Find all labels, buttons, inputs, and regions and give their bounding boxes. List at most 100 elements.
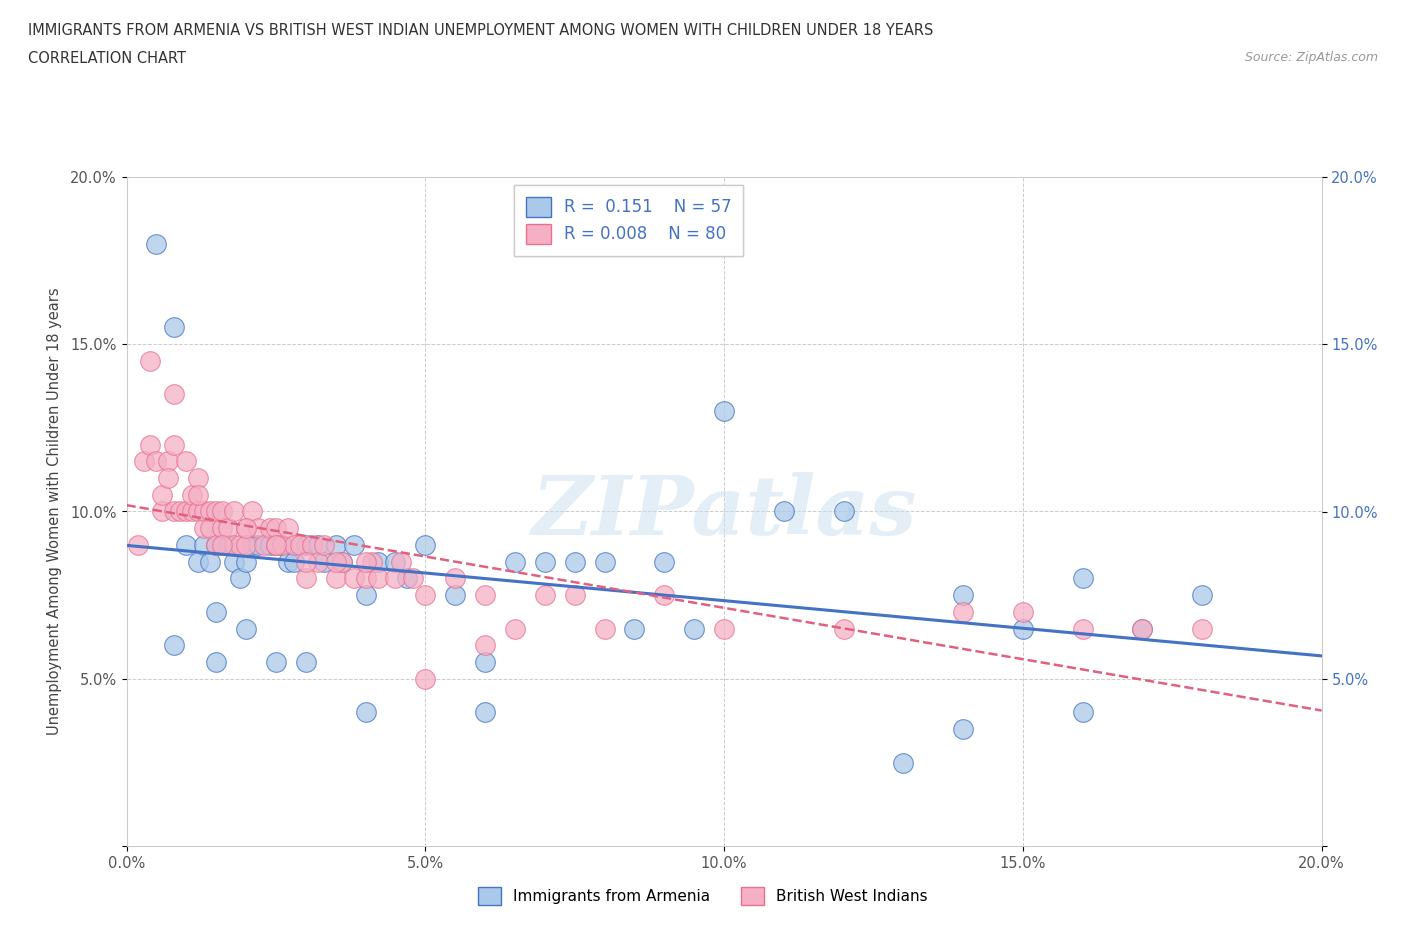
Point	[474, 655, 496, 670]
Point	[264, 538, 287, 552]
Point	[294, 554, 316, 569]
Point	[134, 454, 156, 469]
Point	[343, 538, 366, 552]
Point	[1011, 621, 1033, 636]
Point	[564, 554, 586, 569]
Point	[1191, 621, 1213, 636]
Point	[330, 554, 353, 569]
Point	[343, 571, 366, 586]
Legend: R =  0.151    N = 57, R = 0.008    N = 80: R = 0.151 N = 57, R = 0.008 N = 80	[513, 185, 744, 256]
Point	[652, 554, 675, 569]
Point	[240, 538, 263, 552]
Point	[683, 621, 706, 636]
Point	[952, 588, 974, 603]
Point	[1130, 621, 1153, 636]
Point	[217, 521, 239, 536]
Point	[325, 571, 347, 586]
Point	[384, 554, 406, 569]
Text: CORRELATION CHART: CORRELATION CHART	[28, 51, 186, 66]
Point	[384, 571, 406, 586]
Point	[354, 705, 377, 720]
Point	[354, 571, 377, 586]
Point	[247, 521, 270, 536]
Point	[235, 554, 257, 569]
Point	[139, 353, 162, 368]
Point	[415, 671, 437, 686]
Point	[205, 655, 228, 670]
Point	[952, 604, 974, 619]
Point	[163, 638, 186, 653]
Point	[163, 387, 186, 402]
Point	[229, 571, 252, 586]
Point	[193, 538, 215, 552]
Point	[325, 538, 347, 552]
Y-axis label: Unemployment Among Women with Children Under 18 years: Unemployment Among Women with Children U…	[46, 287, 62, 736]
Point	[415, 538, 437, 552]
Point	[283, 538, 305, 552]
Text: IMMIGRANTS FROM ARMENIA VS BRITISH WEST INDIAN UNEMPLOYMENT AMONG WOMEN WITH CHI: IMMIGRANTS FROM ARMENIA VS BRITISH WEST …	[28, 23, 934, 38]
Point	[181, 504, 204, 519]
Point	[139, 437, 162, 452]
Point	[294, 655, 316, 670]
Point	[354, 554, 377, 569]
Point	[593, 621, 616, 636]
Text: Source: ZipAtlas.com: Source: ZipAtlas.com	[1244, 51, 1378, 64]
Point	[1191, 588, 1213, 603]
Point	[174, 538, 197, 552]
Point	[277, 554, 299, 569]
Text: ZIPatlas: ZIPatlas	[531, 472, 917, 551]
Point	[264, 538, 287, 552]
Point	[174, 504, 197, 519]
Point	[270, 538, 294, 552]
Point	[444, 571, 467, 586]
Point	[294, 571, 316, 586]
Point	[713, 404, 735, 418]
Point	[193, 504, 215, 519]
Point	[952, 722, 974, 737]
Point	[1011, 604, 1033, 619]
Point	[222, 538, 246, 552]
Point	[360, 554, 382, 569]
Point	[277, 521, 299, 536]
Point	[163, 504, 186, 519]
Point	[127, 538, 149, 552]
Point	[187, 487, 209, 502]
Point	[200, 554, 222, 569]
Point	[193, 521, 215, 536]
Point	[330, 554, 353, 569]
Point	[259, 538, 281, 552]
Point	[564, 588, 586, 603]
Point	[623, 621, 645, 636]
Point	[307, 538, 329, 552]
Point	[283, 554, 305, 569]
Point	[253, 538, 276, 552]
Point	[832, 621, 855, 636]
Point	[391, 554, 413, 569]
Point	[503, 621, 526, 636]
Point	[259, 521, 281, 536]
Point	[366, 554, 388, 569]
Point	[152, 487, 174, 502]
Point	[402, 571, 425, 586]
Point	[773, 504, 796, 519]
Point	[270, 538, 294, 552]
Point	[534, 554, 557, 569]
Point	[217, 538, 239, 552]
Point	[152, 504, 174, 519]
Point	[145, 236, 167, 251]
Point	[294, 538, 316, 552]
Point	[187, 471, 209, 485]
Point	[145, 454, 167, 469]
Point	[366, 571, 388, 586]
Point	[157, 471, 180, 485]
Legend: Immigrants from Armenia, British West Indians: Immigrants from Armenia, British West In…	[471, 879, 935, 913]
Point	[200, 521, 222, 536]
Point	[893, 755, 915, 770]
Point	[235, 521, 257, 536]
Point	[474, 588, 496, 603]
Point	[211, 521, 233, 536]
Point	[415, 588, 437, 603]
Point	[205, 538, 228, 552]
Point	[169, 504, 191, 519]
Point	[444, 588, 467, 603]
